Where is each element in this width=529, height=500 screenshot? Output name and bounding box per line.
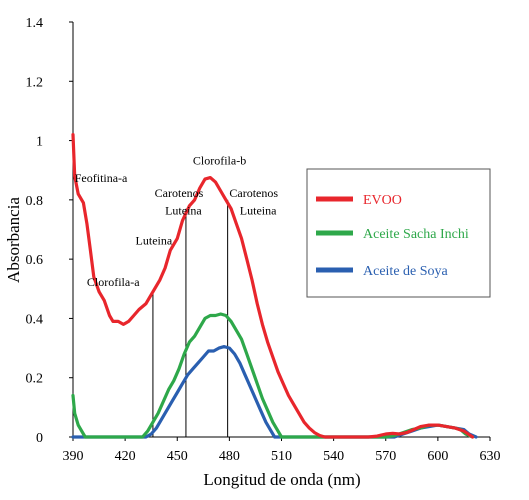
annotation-label: Luteina bbox=[165, 204, 202, 218]
x-tick-label: 480 bbox=[219, 449, 240, 464]
evoo-series-line bbox=[71, 133, 475, 439]
annotation-label: Clorofila-a bbox=[87, 275, 140, 289]
x-tick-label: 510 bbox=[271, 449, 292, 464]
annotation-label: Luteina bbox=[240, 204, 277, 218]
x-tick-label: 570 bbox=[375, 449, 396, 464]
legend-entry-evoo-label: EVOO bbox=[363, 193, 402, 208]
x-tick-label: 600 bbox=[427, 449, 448, 464]
series-lines bbox=[71, 133, 478, 439]
sacha-inchi-series-line bbox=[71, 312, 475, 439]
y-axis-title: Absorbancia bbox=[4, 197, 23, 283]
x-axis-title: Longitud de onda (nm) bbox=[203, 470, 360, 489]
annotation-label: Luteina bbox=[136, 233, 173, 247]
y-tick-label: 1.4 bbox=[26, 16, 44, 31]
x-tick-label: 420 bbox=[115, 449, 136, 464]
annotation-label: Clorofila-b bbox=[193, 153, 246, 167]
annotations: Feofitina-a Clorofila-a Luteina Carotenos Lu… bbox=[75, 153, 279, 289]
annotation-label: Carotenos bbox=[229, 186, 278, 200]
y-tick-label: 0.2 bbox=[26, 372, 44, 387]
y-tick-label: 1 bbox=[36, 135, 43, 150]
legend-entry-sacha-inchi-label: Aceite Sacha Inchi bbox=[363, 227, 469, 242]
annotation-label: Carotenos bbox=[155, 186, 204, 200]
x-tick-label: 540 bbox=[323, 449, 344, 464]
y-tick-label: 0.4 bbox=[26, 312, 44, 327]
y-tick-label: 0.8 bbox=[26, 194, 44, 209]
annotation-label: Feofitina-a bbox=[75, 171, 128, 185]
x-tick-label: 390 bbox=[63, 449, 84, 464]
y-tick-label: 0 bbox=[36, 431, 43, 446]
x-tick-label: 630 bbox=[480, 449, 501, 464]
x-axis: 390 420 450 480 510 540 570 600 630 bbox=[63, 437, 501, 464]
x-tick-label: 450 bbox=[167, 449, 188, 464]
y-axis: 0 0.2 0.4 0.6 0.8 1 1.2 1.4 bbox=[26, 16, 73, 446]
y-tick-label: 1.2 bbox=[26, 75, 44, 90]
legend: EVOO Aceite Sacha Inchi Aceite de Soya bbox=[306, 168, 491, 298]
legend-entry-soya-label: Aceite de Soya bbox=[363, 264, 449, 279]
y-tick-label: 0.6 bbox=[26, 253, 44, 268]
